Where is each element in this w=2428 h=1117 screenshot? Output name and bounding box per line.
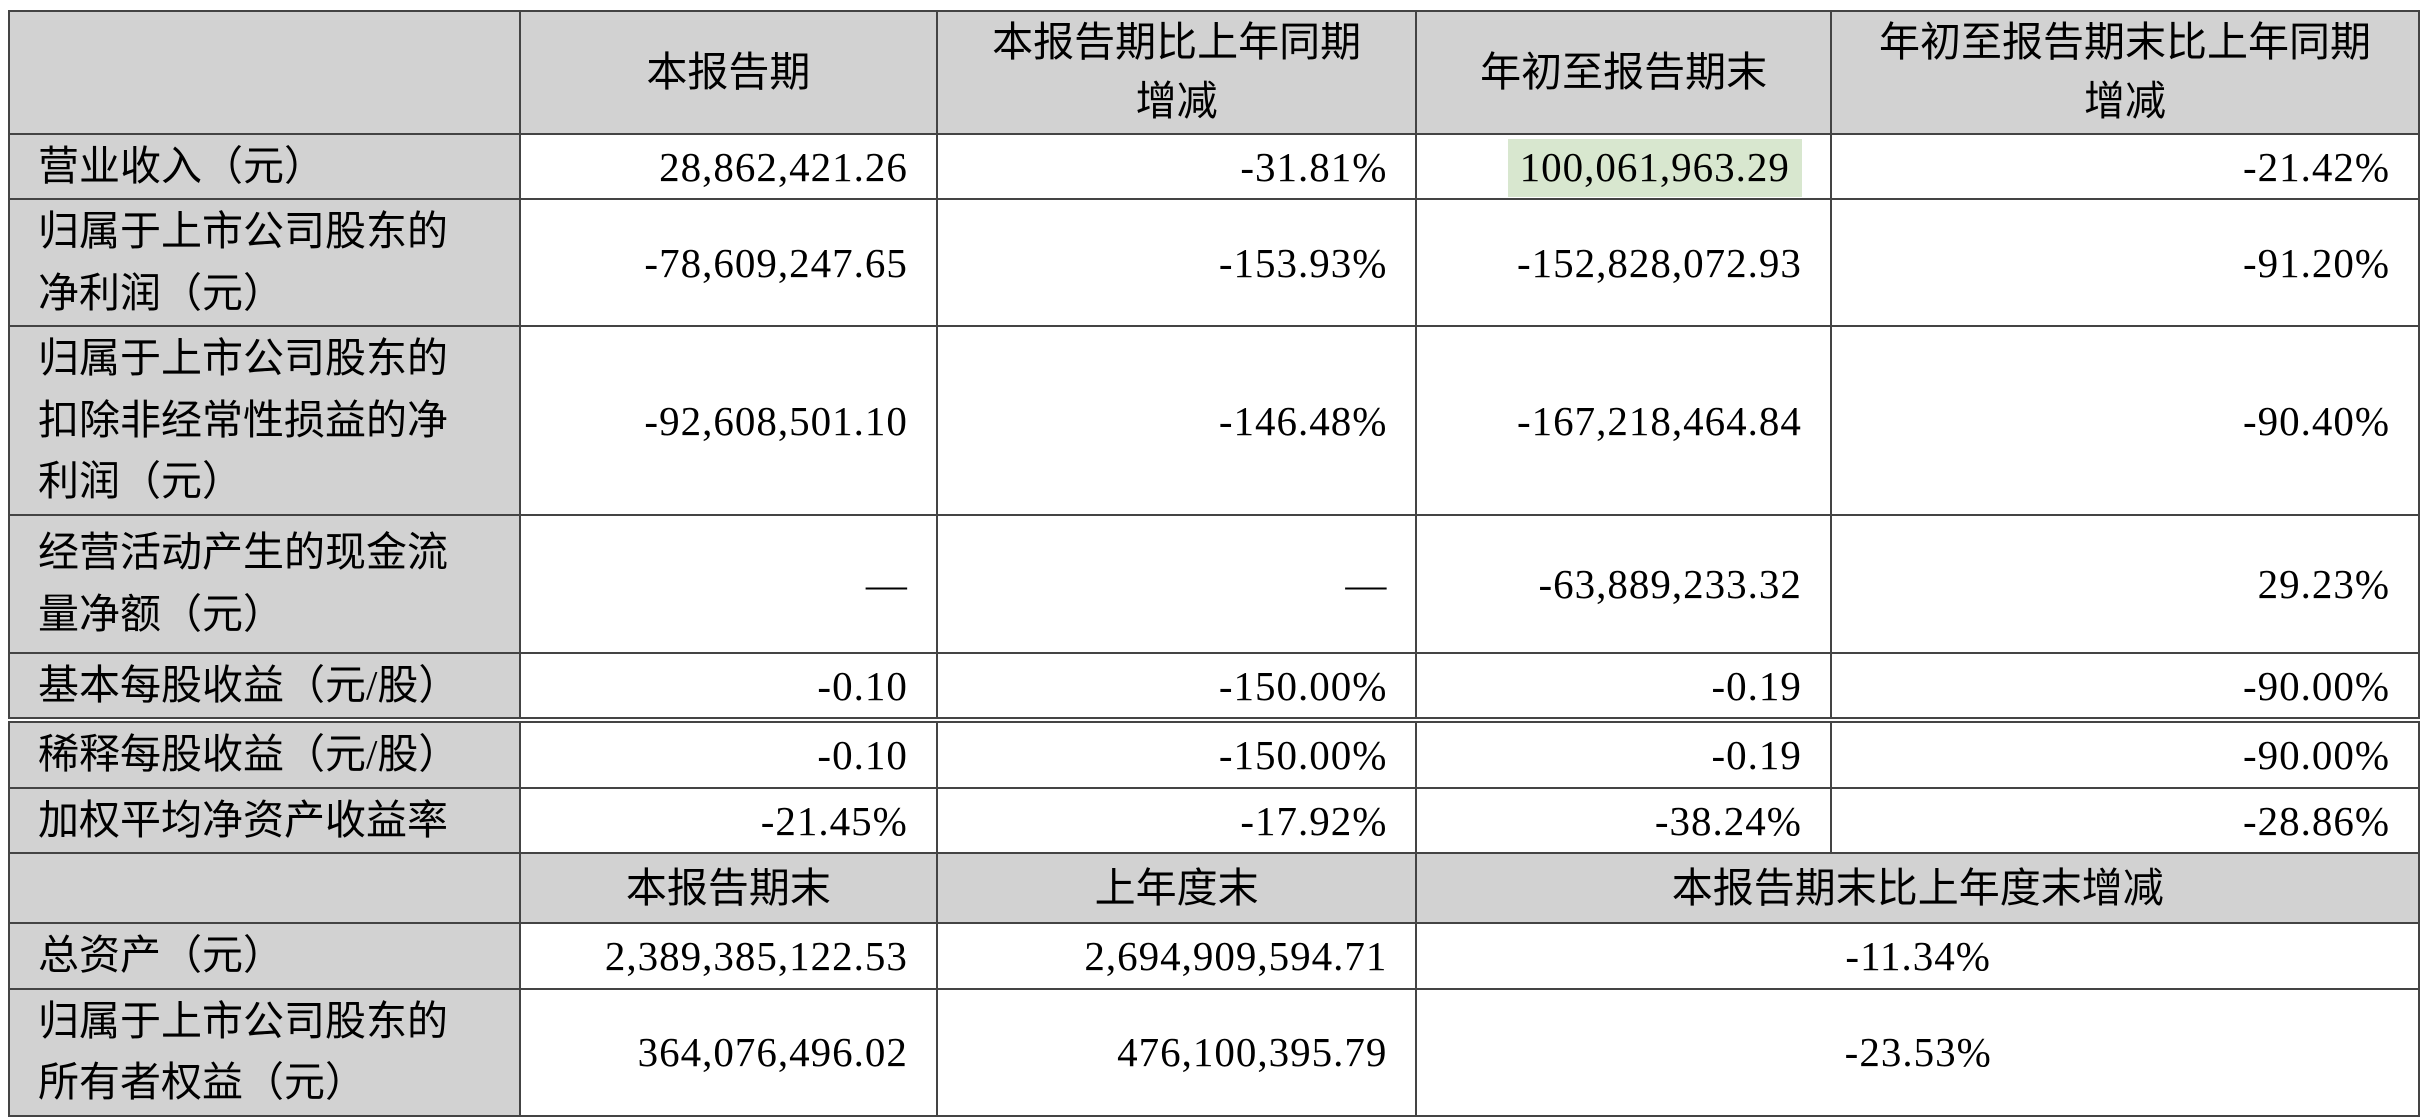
row-label-cell: 营业收入（元） [8,132,521,201]
value-cell: 2,389,385,122.53 [518,922,938,990]
basic-eps-row: 基本每股收益（元/股） -0.10 -150.00% -0.19 -90.00% [8,651,2421,722]
value-cell: -21.45% [518,786,938,855]
value-cell: — [518,513,938,654]
total-assets-row: 总资产（元） 2,389,385,122.53 2,694,909,594.71… [8,922,2420,990]
value-cell: -150.00% [935,651,1418,722]
value-cell: 29.23% [1829,513,2421,654]
value-cell-merged: -11.34% [1415,922,2420,990]
row-label-cell: 归属于上市公司股东的 所有者权益（元） [8,987,521,1117]
value-cell-merged: -23.53% [1415,987,2420,1117]
value-cell: -167,218,464.84 [1415,325,1832,516]
value-cell: -90.00% [1829,651,2421,722]
value-cell: -92,608,501.10 [518,325,938,516]
non-recurring-net-profit-row: 归属于上市公司股东的 扣除非经常性损益的净 利润（元） -92,608,501.… [8,325,2421,516]
value-cell: -38.24% [1415,786,1832,855]
diluted-eps-row: 稀释每股收益（元/股） -0.10 -150.00% -0.19 -90.00% [8,717,2421,789]
operating-cash-flow-row: 经营活动产生的现金流 量净额（元） — — -63,889,233.32 29.… [8,513,2421,654]
value-cell: -91.20% [1829,198,2421,328]
value-cell: -17.92% [935,786,1418,855]
value-cell: -78,609,247.65 [518,198,938,328]
value-cell: -28.86% [1829,786,2421,855]
value-cell: -146.48% [935,325,1418,516]
value-cell: — [935,513,1418,654]
row-label-cell: 稀释每股收益（元/股） [8,717,521,789]
value-cell: -31.81% [935,132,1418,201]
header-ytd-yoy: 年初至报告期末比上年同期 增减 [1829,10,2421,135]
highlight-span: 100,061,963.29 [1507,138,1802,197]
header-period-end: 本报告期末 [518,852,938,925]
weighted-avg-roe-row: 加权平均净资产收益率 -21.45% -17.92% -38.24% -28.8… [8,786,2421,855]
net-profit-row: 归属于上市公司股东的 净利润（元） -78,609,247.65 -153.93… [8,198,2421,328]
financial-summary-table: 本报告期 本报告期比上年同期 增减 年初至报告期末 年初至报告期末比上年同期 增… [8,10,2421,1117]
value-cell: -0.19 [1415,717,1832,789]
value-cell: -90.00% [1829,717,2421,789]
corner-cell [8,852,521,925]
value-cell: -0.19 [1415,651,1832,722]
header-change-vs-prev-year-end: 本报告期末比上年度末增减 [1415,852,2420,925]
value-cell: 364,076,496.02 [518,987,938,1117]
value-cell: -153.93% [935,198,1418,328]
value-cell-highlighted: 100,061,963.29 [1415,132,1832,201]
header-current-period-yoy: 本报告期比上年同期 增减 [935,10,1418,135]
value-cell: 28,862,421.26 [518,132,938,201]
header-current-period: 本报告期 [518,10,938,135]
value-cell: 2,694,909,594.71 [935,922,1418,990]
row-label-cell: 总资产（元） [8,922,521,990]
value-cell: -152,828,072.93 [1415,198,1832,328]
row-label-cell: 加权平均净资产收益率 [8,786,521,855]
owners-equity-row: 归属于上市公司股东的 所有者权益（元） 364,076,496.02 476,1… [8,987,2420,1117]
row-label-cell: 归属于上市公司股东的 净利润（元） [8,198,521,328]
row-label-cell: 经营活动产生的现金流 量净额（元） [8,513,521,654]
value-cell: -21.42% [1829,132,2421,201]
header-prev-year-end: 上年度末 [935,852,1418,925]
row-label-cell: 基本每股收益（元/股） [8,651,521,722]
header-ytd: 年初至报告期末 [1415,10,1832,135]
value-cell: -150.00% [935,717,1418,789]
corner-cell [8,10,521,135]
row-label-cell: 归属于上市公司股东的 扣除非经常性损益的净 利润（元） [8,325,521,516]
header-row-bottom: 本报告期末 上年度末 本报告期末比上年度末增减 [8,852,2420,925]
value-cell: -90.40% [1829,325,2421,516]
value-cell: 476,100,395.79 [935,987,1418,1117]
value-cell: -0.10 [518,651,938,722]
header-row-top: 本报告期 本报告期比上年同期 增减 年初至报告期末 年初至报告期末比上年同期 增… [8,10,2421,135]
value-cell: -0.10 [518,717,938,789]
value-cell: -63,889,233.32 [1415,513,1832,654]
revenue-row: 营业收入（元） 28,862,421.26 -31.81% 100,061,96… [8,132,2421,201]
financial-summary-table-wrap: 本报告期 本报告期比上年同期 增减 年初至报告期末 年初至报告期末比上年同期 增… [8,10,2421,1117]
